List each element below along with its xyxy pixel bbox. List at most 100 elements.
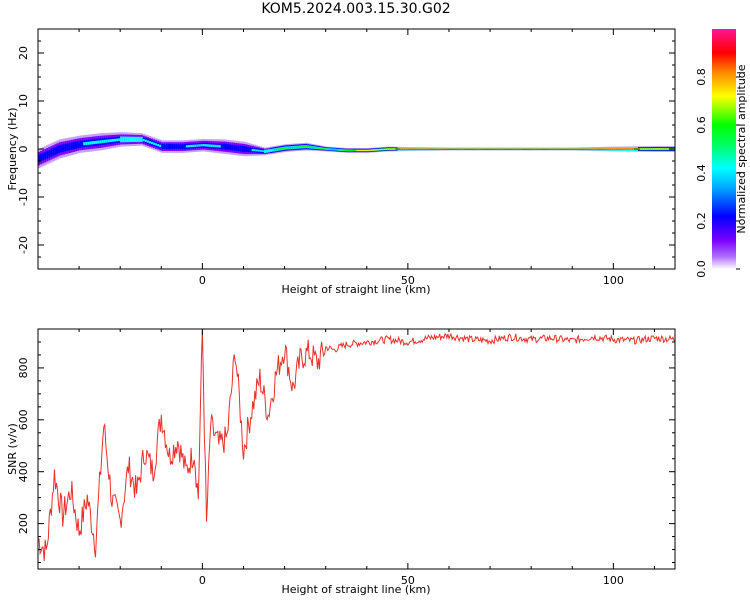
- spectrogram-cell: [621, 148, 624, 150]
- spectrogram-cell: [138, 138, 142, 141]
- spectrogram-cell: [574, 148, 577, 150]
- colorbar-label: Normalized spectral amplitude: [735, 64, 748, 233]
- spectrogram-cell: [305, 145, 308, 148]
- spectrogram-cell: [446, 148, 450, 150]
- spectrogram-cell: [77, 143, 80, 147]
- spectrogram-cell: [144, 139, 148, 142]
- spectrogram-cell: [414, 148, 417, 150]
- spectrogram-cell: [527, 148, 530, 150]
- spectrogram-cell: [333, 149, 337, 151]
- spectrogram-cell: [331, 149, 335, 150]
- spectrogram-cell: [327, 148, 331, 150]
- spectrogram-cell: [140, 138, 144, 141]
- spectrogram-cell: [64, 145, 68, 150]
- spectrogram-cell: [282, 147, 285, 150]
- spectrogram-cell: [623, 148, 626, 150]
- colorbar-ticks: 0.0 0.2 0.4 0.6 0.8: [695, 68, 740, 278]
- spectrogram-cell: [469, 148, 472, 150]
- spectrogram-cell: [397, 148, 400, 150]
- spectrogram-cell: [290, 146, 294, 149]
- spectrogram-cell: [609, 148, 612, 150]
- spectrogram-cell: [74, 143, 78, 147]
- spectrogram-cell: [471, 148, 474, 150]
- spectrogram-cell: [529, 148, 532, 150]
- spectrogram-cell: [198, 144, 201, 147]
- spectrogram-cell: [233, 146, 236, 150]
- spectrogram-cell: [418, 148, 421, 150]
- spectrogram-cell: [79, 142, 82, 146]
- spectrogram-cell: [481, 148, 485, 150]
- spectrogram-cell: [543, 148, 546, 150]
- spectrogram-cell: [541, 148, 544, 150]
- spectrogram-cell: [662, 148, 666, 150]
- spectrogram-cell: [640, 148, 643, 150]
- spectrogram-cell: [405, 148, 409, 150]
- spectrogram-cell: [335, 149, 339, 151]
- spectrogram-cell: [354, 150, 357, 152]
- spectrogram-cell: [253, 149, 257, 152]
- spectrogram-cell: [292, 146, 296, 149]
- spectrogram-cell: [516, 148, 520, 150]
- spectrogram-cell: [142, 139, 146, 142]
- spectrogram-cell: [134, 138, 137, 141]
- spectrogram-cell: [436, 148, 439, 150]
- spectrogram-cell: [261, 150, 265, 152]
- spectrogram-cell: [344, 149, 347, 151]
- spectrogram-cell: [105, 139, 109, 143]
- spectrogram-cell: [249, 148, 252, 151]
- spectrogram-cell: [346, 150, 349, 152]
- spectrogram-cell: [270, 149, 273, 152]
- spectrogram-cell: [426, 148, 429, 150]
- spectrogram-panel: 0 50 100 -20 -10 0 10 20 Height of straight lin…: [6, 28, 676, 296]
- spectrogram-cell: [533, 148, 536, 150]
- spectrogram-cell: [506, 148, 509, 150]
- spectrogram-cell: [173, 145, 176, 148]
- spectrogram-cell: [428, 148, 431, 150]
- spectrogram-cell: [350, 150, 353, 152]
- spectrogram-cell: [366, 150, 370, 152]
- spectrogram-cell: [520, 148, 524, 150]
- spectrogram-cell: [89, 141, 92, 145]
- y-tick-label: 20: [17, 46, 30, 60]
- spectrogram-cell: [629, 148, 633, 150]
- spectrogram-cell: [216, 144, 220, 148]
- spectrogram-cell: [284, 147, 287, 149]
- spectrogram-cell: [303, 146, 306, 148]
- spectrogram-cell: [642, 148, 645, 150]
- spectrogram-cell: [146, 140, 150, 143]
- spectrogram-cell: [395, 148, 398, 150]
- spectrogram-cell: [136, 138, 139, 141]
- spectrogram-cell: [151, 141, 154, 145]
- spectrogram-cell: [564, 148, 567, 150]
- spectrogram-cell: [611, 148, 614, 150]
- spectrogram-cell: [259, 150, 263, 152]
- spectrogram-cell: [202, 144, 205, 147]
- spectrogram-cell: [48, 152, 51, 156]
- spectrogram-cell: [120, 138, 123, 141]
- spectrogram-cell: [278, 148, 281, 150]
- spectrogram-cell: [44, 153, 47, 158]
- spectrogram-cell: [409, 148, 413, 150]
- spectrogram-cell: [325, 148, 329, 150]
- spectrogram-cell: [555, 148, 559, 150]
- spectrogram-cell: [391, 148, 394, 150]
- spectrogram-cell: [153, 142, 156, 145]
- spectrogram-cell: [185, 145, 189, 148]
- spectrogram-cell: [107, 139, 111, 143]
- colorbar-tick-label: 0.6: [695, 116, 708, 134]
- spectrogram-cell: [348, 150, 351, 152]
- spectrogram-xlabel: Height of straight line (km): [281, 283, 430, 296]
- spectrogram-cell: [389, 148, 392, 150]
- spectrogram-cell: [483, 148, 487, 150]
- spectrogram-cell: [525, 148, 528, 150]
- spectrogram-cell: [222, 145, 226, 148]
- spectrogram-cell: [518, 148, 522, 150]
- spectrogram-cell: [356, 150, 359, 152]
- spectrogram-cell: [368, 149, 372, 151]
- x-tick-label: 0: [199, 574, 206, 587]
- spectrogram-cell: [416, 148, 419, 150]
- spectrogram-cell: [496, 148, 499, 150]
- spectrogram-cell: [114, 138, 117, 142]
- spectrogram-cell: [387, 148, 390, 150]
